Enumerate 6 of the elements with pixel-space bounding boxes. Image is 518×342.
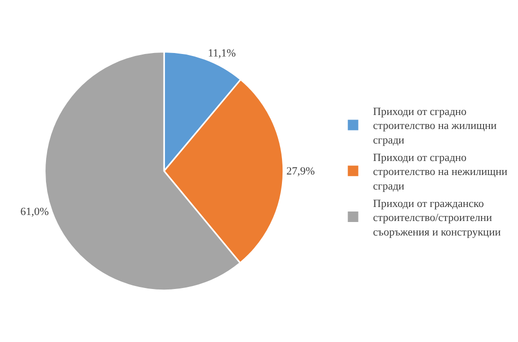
data-label: 27,9% [286, 165, 315, 178]
legend-label: Приходи от гражданско строителство/строителни съоръжения и конструкции [373, 198, 501, 238]
data-label: 11,1% [208, 48, 236, 60]
legend-label: Приходи от сградно строителство на нежилищни сгради [373, 152, 508, 192]
data-label: 61,0% [20, 206, 49, 218]
legend-label: Приходи от сградно строителство на жилищни сгради [373, 106, 497, 147]
